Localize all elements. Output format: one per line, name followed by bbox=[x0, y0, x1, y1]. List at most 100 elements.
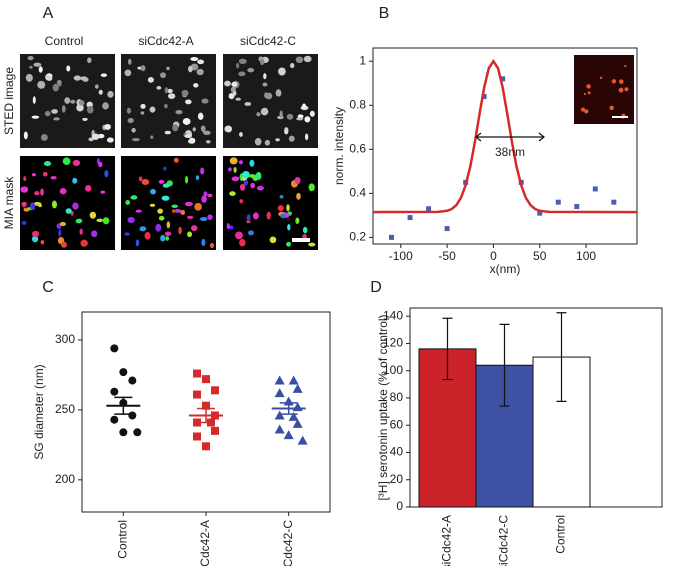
granule bbox=[51, 200, 58, 209]
granule bbox=[233, 167, 237, 173]
granule bbox=[229, 225, 234, 230]
granule bbox=[22, 202, 26, 208]
granule bbox=[65, 208, 72, 214]
granule bbox=[239, 183, 246, 191]
granule bbox=[173, 157, 179, 163]
data-point bbox=[202, 401, 210, 410]
granule bbox=[195, 175, 200, 181]
granule bbox=[201, 195, 207, 203]
sem-bar bbox=[279, 402, 298, 415]
granule bbox=[242, 170, 250, 179]
granule bbox=[172, 124, 179, 132]
granule bbox=[78, 100, 85, 106]
granule bbox=[238, 71, 246, 77]
granule bbox=[181, 89, 189, 97]
granule bbox=[161, 195, 170, 201]
inset-spot bbox=[583, 92, 586, 96]
granule bbox=[284, 130, 289, 135]
granule bbox=[247, 230, 254, 236]
granule bbox=[228, 93, 235, 100]
data-point bbox=[292, 383, 303, 393]
plot-frame bbox=[372, 47, 638, 245]
granule bbox=[199, 216, 208, 222]
granule bbox=[192, 127, 196, 132]
granule bbox=[201, 238, 206, 247]
granule bbox=[160, 234, 166, 242]
data-point bbox=[500, 76, 506, 82]
granule bbox=[203, 191, 208, 197]
data-point bbox=[292, 418, 303, 428]
granule bbox=[227, 167, 232, 172]
granule bbox=[166, 221, 171, 229]
granule bbox=[52, 83, 59, 92]
granule bbox=[23, 131, 28, 140]
granule bbox=[164, 87, 169, 94]
micrograph bbox=[223, 54, 318, 148]
granule bbox=[59, 221, 66, 227]
granule bbox=[200, 167, 205, 175]
granule bbox=[197, 59, 205, 65]
granule bbox=[91, 133, 100, 140]
granule bbox=[262, 82, 268, 87]
granule bbox=[164, 231, 172, 236]
granule bbox=[277, 205, 284, 212]
granule bbox=[167, 93, 176, 100]
granule bbox=[73, 75, 82, 81]
data-point bbox=[288, 411, 299, 421]
data-point bbox=[119, 428, 128, 437]
granule bbox=[174, 208, 182, 213]
sem-bar bbox=[114, 396, 133, 415]
granule bbox=[33, 62, 42, 67]
x-tick-label: 0 bbox=[490, 249, 497, 263]
x-tick-label: siCdc42-C bbox=[281, 520, 295, 566]
granule bbox=[135, 239, 140, 247]
granule bbox=[94, 84, 99, 89]
granule bbox=[79, 228, 83, 235]
granule bbox=[102, 217, 110, 225]
granule bbox=[187, 231, 193, 238]
granule bbox=[231, 176, 240, 182]
granule bbox=[185, 175, 189, 184]
granule bbox=[246, 214, 251, 221]
granule bbox=[288, 135, 295, 142]
data-point bbox=[426, 206, 432, 212]
inset-spot bbox=[618, 87, 624, 93]
data-point bbox=[193, 369, 201, 378]
granule bbox=[302, 234, 307, 240]
granule bbox=[201, 98, 209, 104]
inset-spot bbox=[584, 109, 589, 114]
granule bbox=[70, 99, 76, 104]
x-tick-label: Control bbox=[554, 515, 568, 554]
granule bbox=[175, 110, 183, 115]
inset-spot bbox=[587, 91, 591, 95]
granule bbox=[309, 110, 315, 117]
data-point bbox=[274, 375, 285, 385]
data-point bbox=[288, 375, 299, 385]
granule bbox=[61, 105, 66, 113]
granule bbox=[266, 211, 271, 220]
granule bbox=[40, 240, 45, 245]
granule bbox=[140, 103, 146, 109]
y-tick-label: 120 bbox=[383, 336, 403, 350]
granule bbox=[158, 215, 165, 221]
granule bbox=[210, 242, 214, 249]
granule bbox=[106, 137, 114, 143]
column-label: siCdc42-A bbox=[138, 34, 193, 48]
granule bbox=[269, 236, 277, 244]
sem-bar bbox=[197, 407, 215, 424]
granule bbox=[197, 112, 204, 120]
granule bbox=[279, 110, 283, 119]
inset-image bbox=[574, 55, 634, 124]
granule bbox=[138, 176, 143, 182]
granule bbox=[164, 103, 168, 109]
y-tick-label: 100 bbox=[383, 363, 403, 377]
granule bbox=[252, 212, 259, 220]
x-axis-label: x(nm) bbox=[490, 262, 521, 276]
y-axis-label: [³H] serotonin uptake (% of control) bbox=[376, 314, 390, 500]
data-point bbox=[110, 387, 119, 396]
data-point bbox=[555, 199, 561, 205]
granule bbox=[104, 170, 109, 178]
granule bbox=[308, 183, 315, 192]
granule bbox=[23, 175, 27, 182]
